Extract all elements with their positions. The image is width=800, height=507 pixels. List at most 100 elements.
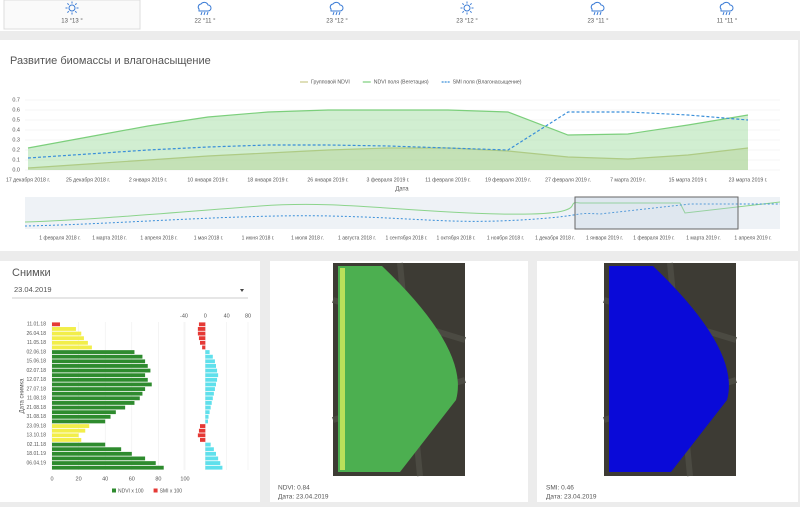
navigator-label: 1 ноября 2018 г. bbox=[487, 235, 524, 241]
x-tick-label: 80 bbox=[155, 476, 161, 482]
x-tick-label: 20 bbox=[76, 476, 82, 482]
bar bbox=[205, 368, 218, 373]
y-tick-label: 02.07.18 bbox=[27, 368, 47, 374]
x-tick-label: 23 марта 2019 г. bbox=[729, 177, 768, 183]
bar bbox=[205, 364, 216, 368]
bar bbox=[205, 354, 213, 359]
y-tick-label: 0.7 bbox=[12, 97, 20, 103]
bar bbox=[205, 373, 219, 378]
weather-icon bbox=[469, 3, 472, 6]
y-tick-label: 23.09.18 bbox=[27, 423, 47, 429]
weather-temp[interactable]: 23 °12 ° bbox=[456, 19, 478, 25]
bar bbox=[52, 350, 135, 354]
legend-symbol[interactable] bbox=[112, 488, 116, 493]
x-tick-label: 27 февраля 2019 г. bbox=[545, 177, 591, 183]
y-tick-label: 21.08.18 bbox=[27, 405, 47, 411]
navigator[interactable] bbox=[25, 197, 780, 229]
bar bbox=[205, 414, 209, 419]
bar bbox=[52, 456, 146, 461]
navigator-label: 1 февраля 2019 г. bbox=[633, 235, 674, 241]
x-tick-label: 40 bbox=[102, 476, 108, 482]
y-tick-label: 13.10.18 bbox=[27, 433, 47, 439]
navigator-label: 1 июля 2018 г. bbox=[291, 235, 324, 241]
weather-temp[interactable]: 13 °13 ° bbox=[61, 19, 83, 25]
bar bbox=[52, 410, 116, 415]
bar bbox=[205, 461, 221, 465]
y-tick-label: 0.0 bbox=[12, 167, 20, 173]
legend-label[interactable]: SMI x 100 bbox=[160, 488, 183, 494]
x-tick-label: 3 февраля 2019 г. bbox=[367, 177, 410, 183]
x-tick-label: 100 bbox=[180, 476, 189, 482]
area-fill bbox=[28, 148, 748, 170]
bar bbox=[52, 322, 60, 327]
bar bbox=[205, 396, 213, 401]
navigator-label: 1 июня 2018 г. bbox=[242, 235, 275, 241]
bar bbox=[198, 428, 206, 433]
bar bbox=[205, 410, 210, 415]
x-tick-label: 0 bbox=[204, 313, 207, 319]
x-tick-label: 2 января 2019 г. bbox=[129, 177, 167, 183]
x-tick-label: 0 bbox=[50, 476, 53, 482]
y-tick-label: 11.01.18 bbox=[27, 322, 46, 328]
bar bbox=[52, 442, 106, 447]
bar bbox=[52, 438, 82, 442]
y-tick-label: 18.01.19 bbox=[27, 451, 47, 457]
weather-icon bbox=[719, 1, 734, 16]
navigator-label: 1 сентября 2018 г. bbox=[385, 235, 427, 241]
bar bbox=[52, 405, 126, 410]
bar bbox=[205, 419, 208, 424]
y-tick-label: 31.08.18 bbox=[27, 414, 47, 420]
legend-label[interactable]: NDVI x 100 bbox=[118, 488, 144, 494]
bar bbox=[205, 391, 214, 396]
legend-label[interactable]: NDVI поля (Вегетация) bbox=[374, 79, 429, 85]
x-axis-label: Дата bbox=[395, 187, 409, 193]
y-tick-label: 15.06.18 bbox=[27, 359, 47, 365]
weather-icon bbox=[74, 10, 77, 13]
date-select[interactable]: 23.04.2019 bbox=[12, 285, 248, 299]
navigator-line bbox=[24, 203, 780, 227]
weather-icon bbox=[68, 4, 76, 12]
weather-temp[interactable]: 22 °11 ° bbox=[194, 19, 216, 25]
y-tick-label: 11.05.18 bbox=[27, 340, 46, 346]
bar bbox=[52, 419, 106, 424]
legend-label[interactable]: Групповой NDVI bbox=[311, 78, 350, 85]
series-line bbox=[27, 111, 749, 159]
bar bbox=[205, 382, 216, 387]
weather-temp[interactable]: 23 °11 ° bbox=[587, 19, 609, 25]
bar bbox=[205, 401, 212, 405]
navigator-label: 1 апреля 2018 г. bbox=[140, 235, 177, 241]
x-tick-label: 60 bbox=[129, 476, 135, 482]
navigator-label: 1 декабря 2018 г. bbox=[535, 235, 575, 241]
legend-label[interactable]: SMI поля (Влагонасыщение) bbox=[453, 79, 522, 85]
y-tick-label: 02.06.18 bbox=[27, 349, 47, 355]
navigator-label: 1 октября 2018 г. bbox=[437, 235, 476, 241]
bar bbox=[52, 396, 140, 401]
weather-icon bbox=[462, 3, 465, 6]
bar bbox=[205, 387, 215, 391]
bar bbox=[205, 456, 219, 461]
x-tick-label: 26 января 2019 г. bbox=[307, 177, 348, 183]
snapshots-title: Снимки bbox=[12, 267, 51, 279]
weather-temp[interactable]: 11 °11 ° bbox=[717, 19, 738, 25]
bar bbox=[52, 368, 151, 373]
area-fill bbox=[28, 110, 748, 170]
weather-icon bbox=[67, 3, 70, 6]
navigator-label: 1 мая 2018 г. bbox=[194, 235, 224, 241]
bar bbox=[52, 345, 92, 350]
weather-temp[interactable]: 23 °12 ° bbox=[326, 19, 348, 25]
bar bbox=[52, 377, 148, 382]
x-tick-label: 19 февраля 2019 г. bbox=[485, 177, 531, 183]
bar bbox=[52, 451, 132, 456]
bar bbox=[52, 401, 135, 405]
ndvi-edge bbox=[340, 268, 345, 470]
x-tick-label: 18 января 2019 г. bbox=[247, 177, 288, 183]
legend-symbol[interactable] bbox=[153, 488, 158, 493]
navigator-selection[interactable] bbox=[574, 196, 739, 230]
navigator-label: 1 января 2019 г. bbox=[586, 235, 623, 241]
y-tick-label: 26.04.18 bbox=[27, 331, 47, 337]
bar bbox=[52, 428, 86, 433]
navigator-label: 1 февраля 2018 г. bbox=[39, 235, 80, 241]
y-tick-label: 27.07.18 bbox=[27, 386, 47, 392]
x-tick-label: 7 марта 2019 г. bbox=[610, 177, 646, 183]
